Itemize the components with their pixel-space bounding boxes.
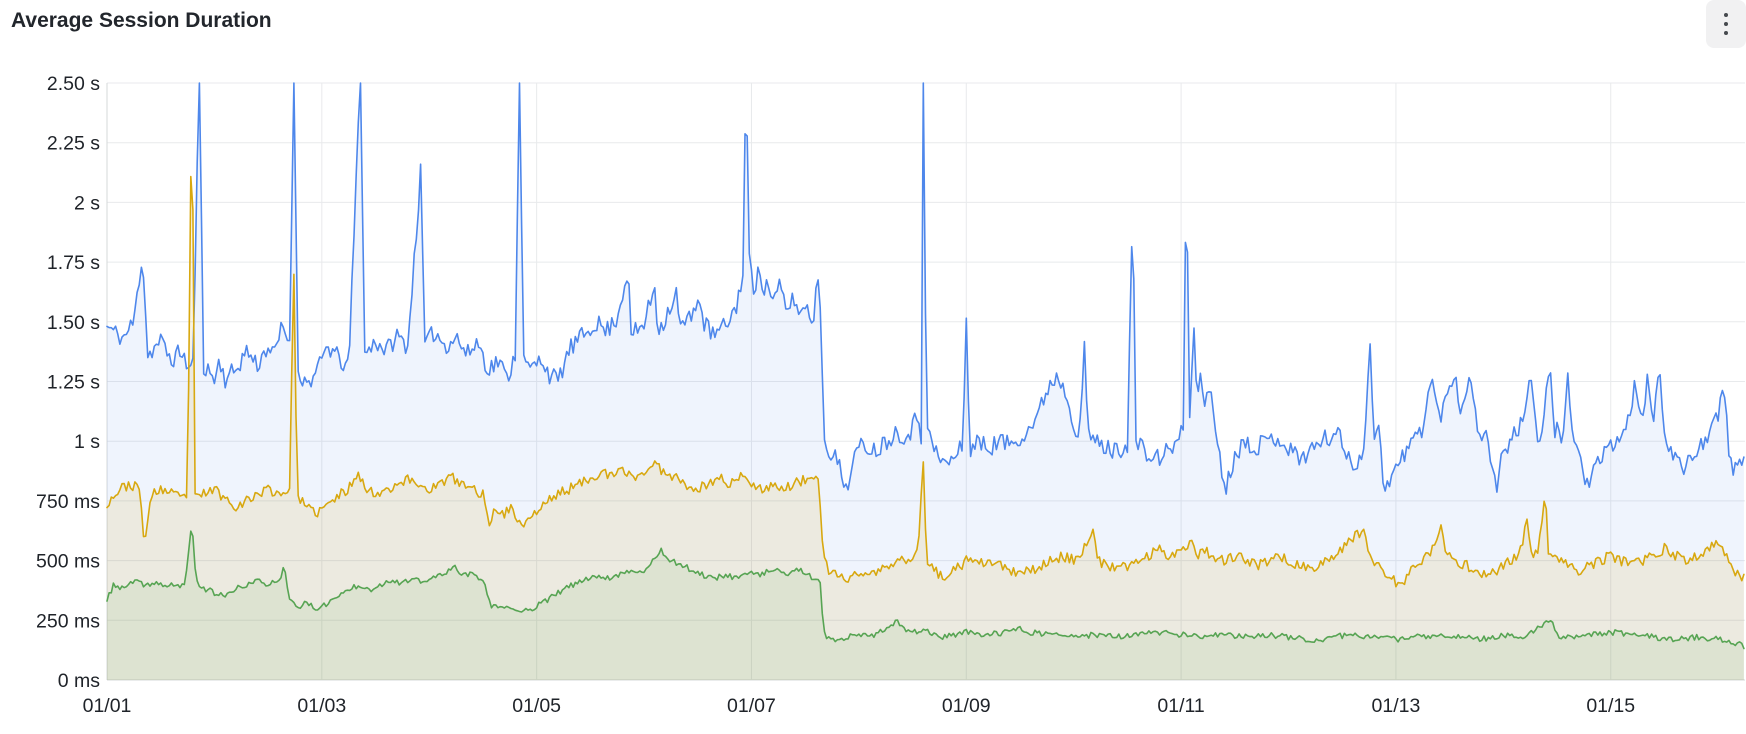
x-axis-tick-label: 01/07	[727, 695, 776, 717]
series-blue-line	[106, 82, 1745, 495]
x-axis-tick-label: 01/01	[83, 695, 132, 717]
series-blue-fill	[107, 83, 1744, 680]
y-axis-tick-label: 2 s	[74, 192, 100, 214]
y-axis-tick-label: 2.50 s	[47, 73, 100, 95]
x-axis-tick-label: 01/13	[1372, 695, 1421, 717]
series-green-fill	[107, 531, 1744, 680]
y-axis-tick-label: 1.50 s	[47, 312, 100, 334]
panel-title: Average Session Duration	[11, 9, 272, 32]
x-axis-tick-label: 01/09	[942, 695, 991, 717]
y-axis-tick-label: 0 ms	[58, 670, 101, 692]
series-yellow-fill	[107, 176, 1744, 680]
x-axis-tick-label: 01/05	[512, 695, 561, 717]
x-axis-tick-label: 01/15	[1586, 695, 1635, 717]
series-green-line	[106, 530, 1745, 650]
y-axis-tick-label: 750 ms	[36, 491, 100, 513]
y-axis-tick-label: 1 s	[74, 431, 100, 453]
y-axis-tick-label: 250 ms	[36, 610, 100, 632]
y-axis-tick-label: 2.25 s	[47, 133, 100, 155]
y-axis-tick-label: 1.25 s	[47, 372, 100, 394]
x-axis-tick-label: 01/03	[297, 695, 346, 717]
panel-menu-button[interactable]	[1706, 0, 1746, 48]
x-axis-tick-label: 01/11	[1157, 695, 1204, 717]
y-axis-tick-label: 1.75 s	[47, 252, 100, 274]
series-yellow-line	[106, 175, 1745, 588]
kebab-vertical-icon	[1724, 13, 1728, 35]
y-axis-tick-label: 500 ms	[36, 551, 100, 573]
